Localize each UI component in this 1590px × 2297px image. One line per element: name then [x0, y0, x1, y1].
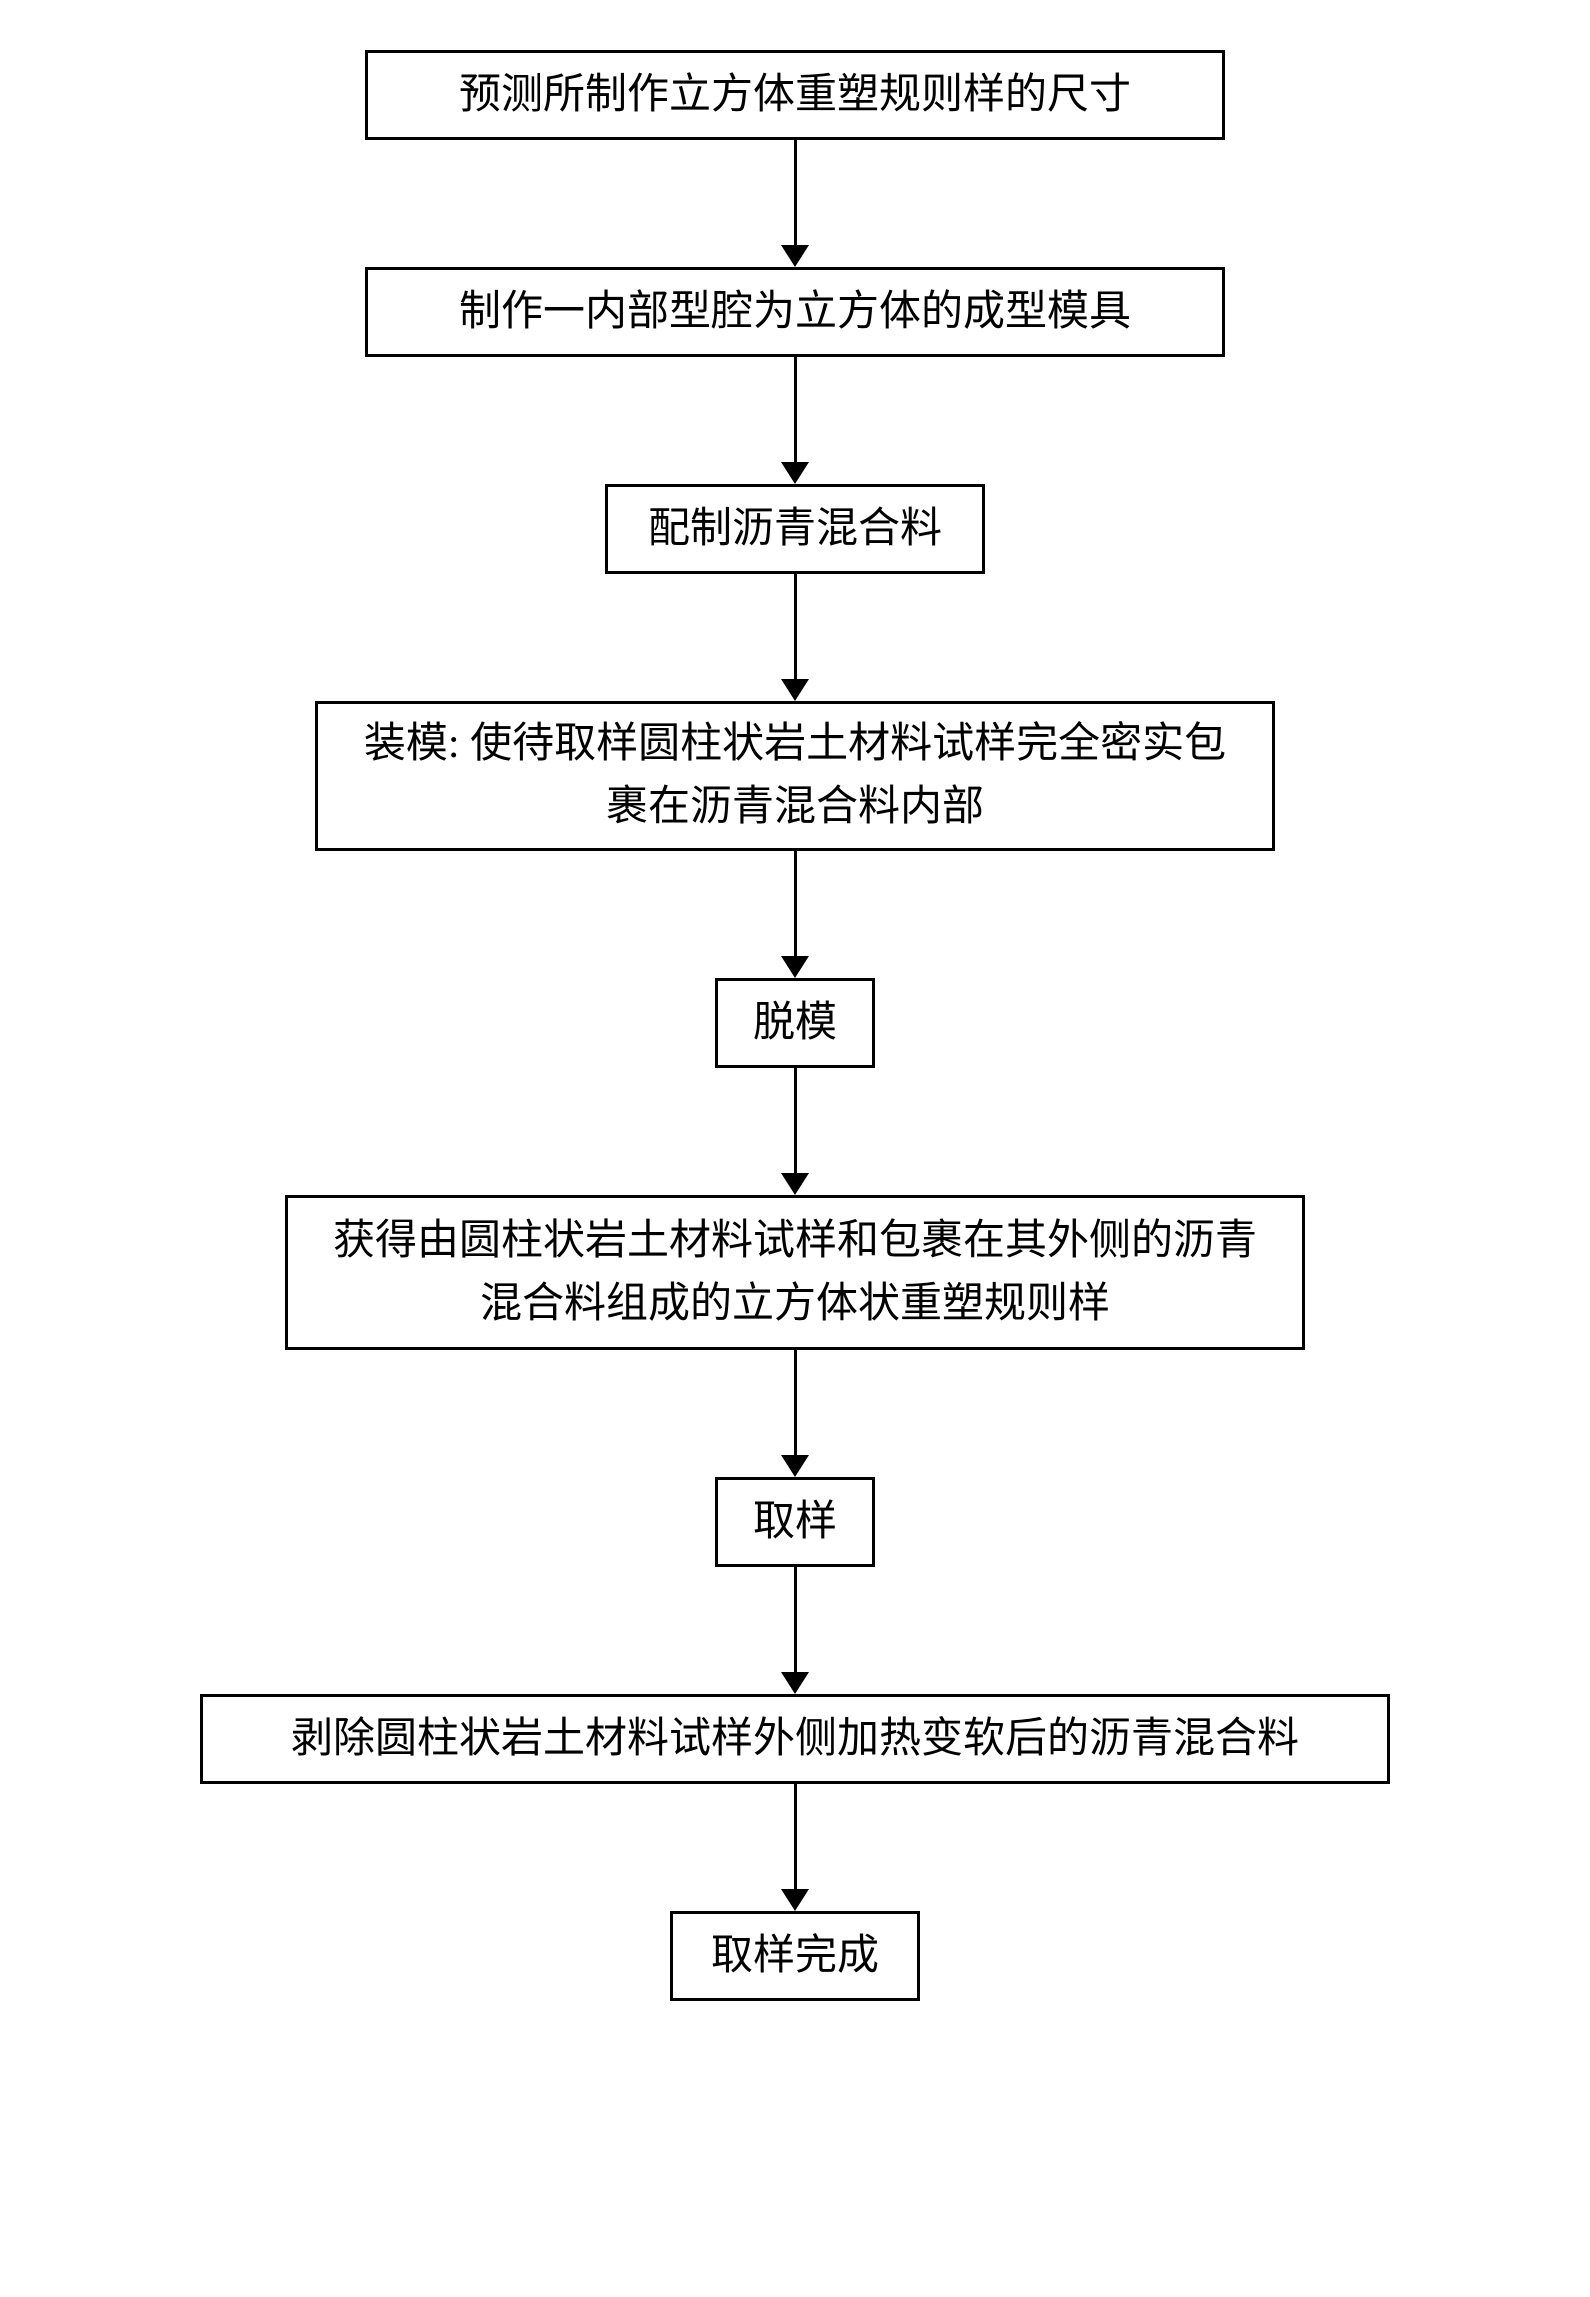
arrow-head-icon: [781, 462, 809, 484]
arrow-line: [794, 357, 797, 462]
arrow-line: [794, 574, 797, 679]
flowchart-node-6: 获得由圆柱状岩土材料试样和包裹在其外侧的沥青混合料组成的立方体状重塑规则样: [285, 1195, 1305, 1350]
arrow-head-icon: [781, 1889, 809, 1911]
arrow-head-icon: [781, 1672, 809, 1694]
flowchart-arrow: [781, 140, 809, 267]
flowchart-node-4: 装模: 使待取样圆柱状岩土材料试样完全密实包裹在沥青混合料内部: [315, 701, 1275, 851]
node-text: 脱模: [753, 992, 837, 1055]
flowchart-arrow: [781, 574, 809, 701]
node-text: 装模: 使待取样圆柱状岩土材料试样完全密实包裹在沥青混合料内部: [346, 713, 1244, 839]
arrow-line: [794, 1350, 797, 1455]
node-text: 配制沥青混合料: [648, 498, 942, 561]
flowchart-node-2: 制作一内部型腔为立方体的成型模具: [365, 267, 1225, 357]
flowchart-node-9: 取样完成: [670, 1911, 920, 2001]
arrow-line: [794, 1068, 797, 1173]
flowchart-node-3: 配制沥青混合料: [605, 484, 985, 574]
arrow-line: [794, 851, 797, 956]
arrow-head-icon: [781, 245, 809, 267]
arrow-line: [794, 1567, 797, 1672]
flowchart-node-5: 脱模: [715, 978, 875, 1068]
flowchart-arrow: [781, 357, 809, 484]
flowchart-node-7: 取样: [715, 1477, 875, 1567]
node-text: 取样: [753, 1491, 837, 1554]
arrow-line: [794, 140, 797, 245]
node-text: 获得由圆柱状岩土材料试样和包裹在其外侧的沥青混合料组成的立方体状重塑规则样: [316, 1210, 1274, 1336]
flowchart-container: 预测所制作立方体重塑规则样的尺寸 制作一内部型腔为立方体的成型模具 配制沥青混合…: [95, 50, 1495, 2001]
flowchart-node-1: 预测所制作立方体重塑规则样的尺寸: [365, 50, 1225, 140]
arrow-head-icon: [781, 1173, 809, 1195]
flowchart-arrow: [781, 851, 809, 978]
flowchart-arrow: [781, 1567, 809, 1694]
node-text: 制作一内部型腔为立方体的成型模具: [459, 281, 1131, 344]
node-text: 取样完成: [711, 1925, 879, 1988]
node-text: 剥除圆柱状岩土材料试样外侧加热变软后的沥青混合料: [291, 1708, 1299, 1771]
arrow-head-icon: [781, 1455, 809, 1477]
arrow-line: [794, 1784, 797, 1889]
node-text: 预测所制作立方体重塑规则样的尺寸: [459, 64, 1131, 127]
arrow-head-icon: [781, 956, 809, 978]
arrow-head-icon: [781, 679, 809, 701]
flowchart-node-8: 剥除圆柱状岩土材料试样外侧加热变软后的沥青混合料: [200, 1694, 1390, 1784]
flowchart-arrow: [781, 1068, 809, 1195]
flowchart-arrow: [781, 1784, 809, 1911]
flowchart-arrow: [781, 1350, 809, 1477]
